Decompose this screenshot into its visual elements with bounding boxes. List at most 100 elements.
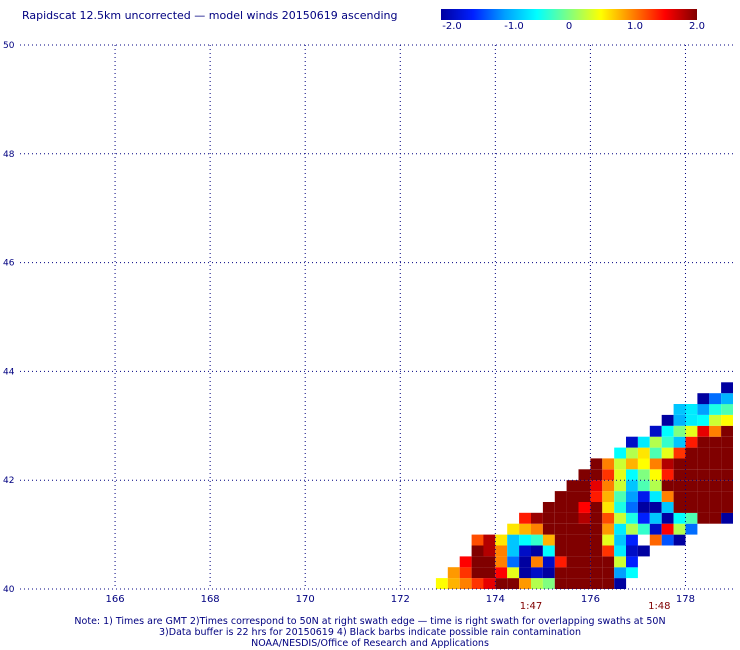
heatmap-cell [709,425,722,437]
heatmap-cell [602,523,615,535]
heatmap-cell [721,502,733,513]
heatmap-cell [578,545,591,557]
heatmap-cell [483,567,496,579]
heatmap-cell [602,480,615,492]
heatmap-cell [471,578,484,589]
heatmap-cell [531,567,543,579]
heatmap-cell [721,491,733,502]
heatmap-cell [590,458,603,470]
heatmap-cell [637,502,650,513]
heatmap-cell [531,578,543,589]
heatmap-cell [709,436,722,448]
x-tick-label: 168 [201,594,220,605]
heatmap-cell [649,480,662,492]
heatmap-cell [673,480,686,492]
heatmap-cell [697,393,710,405]
y-tick-label: 50 [3,41,15,51]
heatmap-cell [602,502,615,513]
heatmap-cell [614,469,627,481]
heatmap-cell [637,512,650,524]
heatmap-cell [673,502,686,513]
heatmap-cell [614,491,627,502]
heatmap-cell [471,534,484,546]
heatmap-cell [685,404,698,415]
heatmap-cell [507,567,520,579]
heatmap-cell [578,480,591,492]
heatmap-cell [649,534,662,546]
heatmap-cell [483,556,496,568]
heatmap-cell [626,523,638,535]
heatmap-cell [709,480,722,492]
heatmap-cell [661,414,674,426]
heatmap-cell [519,534,531,546]
heatmap-cell [459,567,472,579]
heatmap-cell [685,436,698,448]
heatmap-cell [697,458,710,470]
heatmap-cell [661,480,674,492]
heatmap-cell [519,578,531,589]
heatmap-cell [531,512,543,524]
heatmap-cell [447,578,460,589]
heatmap-cell [614,512,627,524]
footnote-line-3: NOAA/NESDIS/Office of Research and Appli… [251,638,489,649]
heatmap-cell [590,545,603,557]
heatmap-cell [697,436,710,448]
heatmap-cell [614,578,627,589]
heatmap-cell [435,578,448,589]
swath-time-label: 1:48 [648,601,670,612]
heatmap-cell [673,404,686,415]
heatmap-cell [721,447,733,459]
heatmap-cell [697,502,710,513]
heatmap-cell [542,502,555,513]
heatmap-cell [519,556,531,568]
heatmap-cell [542,534,555,546]
heatmap-cell [554,523,567,535]
heatmap-cell [614,480,627,492]
heatmap-cell [459,556,472,568]
heatmap-cell [649,502,662,513]
heatmap-cell [590,556,603,568]
swath-time-label: 1:47 [520,601,542,612]
heatmap-cell [447,567,460,579]
heatmap-cell [697,414,710,426]
heatmap-cell [554,502,567,513]
heatmap-cell [685,458,698,470]
heatmap-cell [614,545,627,557]
heatmap-cell [709,469,722,481]
heatmap-cell [626,447,638,459]
heatmap-cell [673,534,686,546]
heatmap-cell [661,436,674,448]
y-tick-label: 48 [3,150,15,160]
heatmap-cell [554,556,567,568]
heatmap-cell [519,523,531,535]
heatmap-cell [626,480,638,492]
heatmap-cell [590,491,603,502]
heatmap-cell [721,469,733,481]
x-tick-label: 170 [296,594,315,605]
heatmap-cell [531,523,543,535]
x-tick-label: 176 [581,594,600,605]
heatmap-cell [471,556,484,568]
heatmap-cell [566,556,579,568]
heatmap-cell [578,491,591,502]
heatmap-cell [626,458,638,470]
heatmap-cell [661,502,674,513]
heatmap-cell [673,512,686,524]
heatmap-cell [531,556,543,568]
heatmap-cell [709,414,722,426]
heatmap-cell [578,556,591,568]
heatmap-cell [661,469,674,481]
heatmap-cell [709,458,722,470]
heatmap-cell [673,414,686,426]
heatmap-cell [626,556,638,568]
y-tick-label: 46 [3,259,15,269]
heatmap-cell [542,578,555,589]
heatmap-cell [697,404,710,415]
heatmap-cell [685,491,698,502]
heatmap-cell [614,447,627,459]
heatmap-cell [578,469,591,481]
heatmap-cell [483,534,496,546]
heatmap-cell [697,447,710,459]
x-tick-label: 172 [391,594,410,605]
